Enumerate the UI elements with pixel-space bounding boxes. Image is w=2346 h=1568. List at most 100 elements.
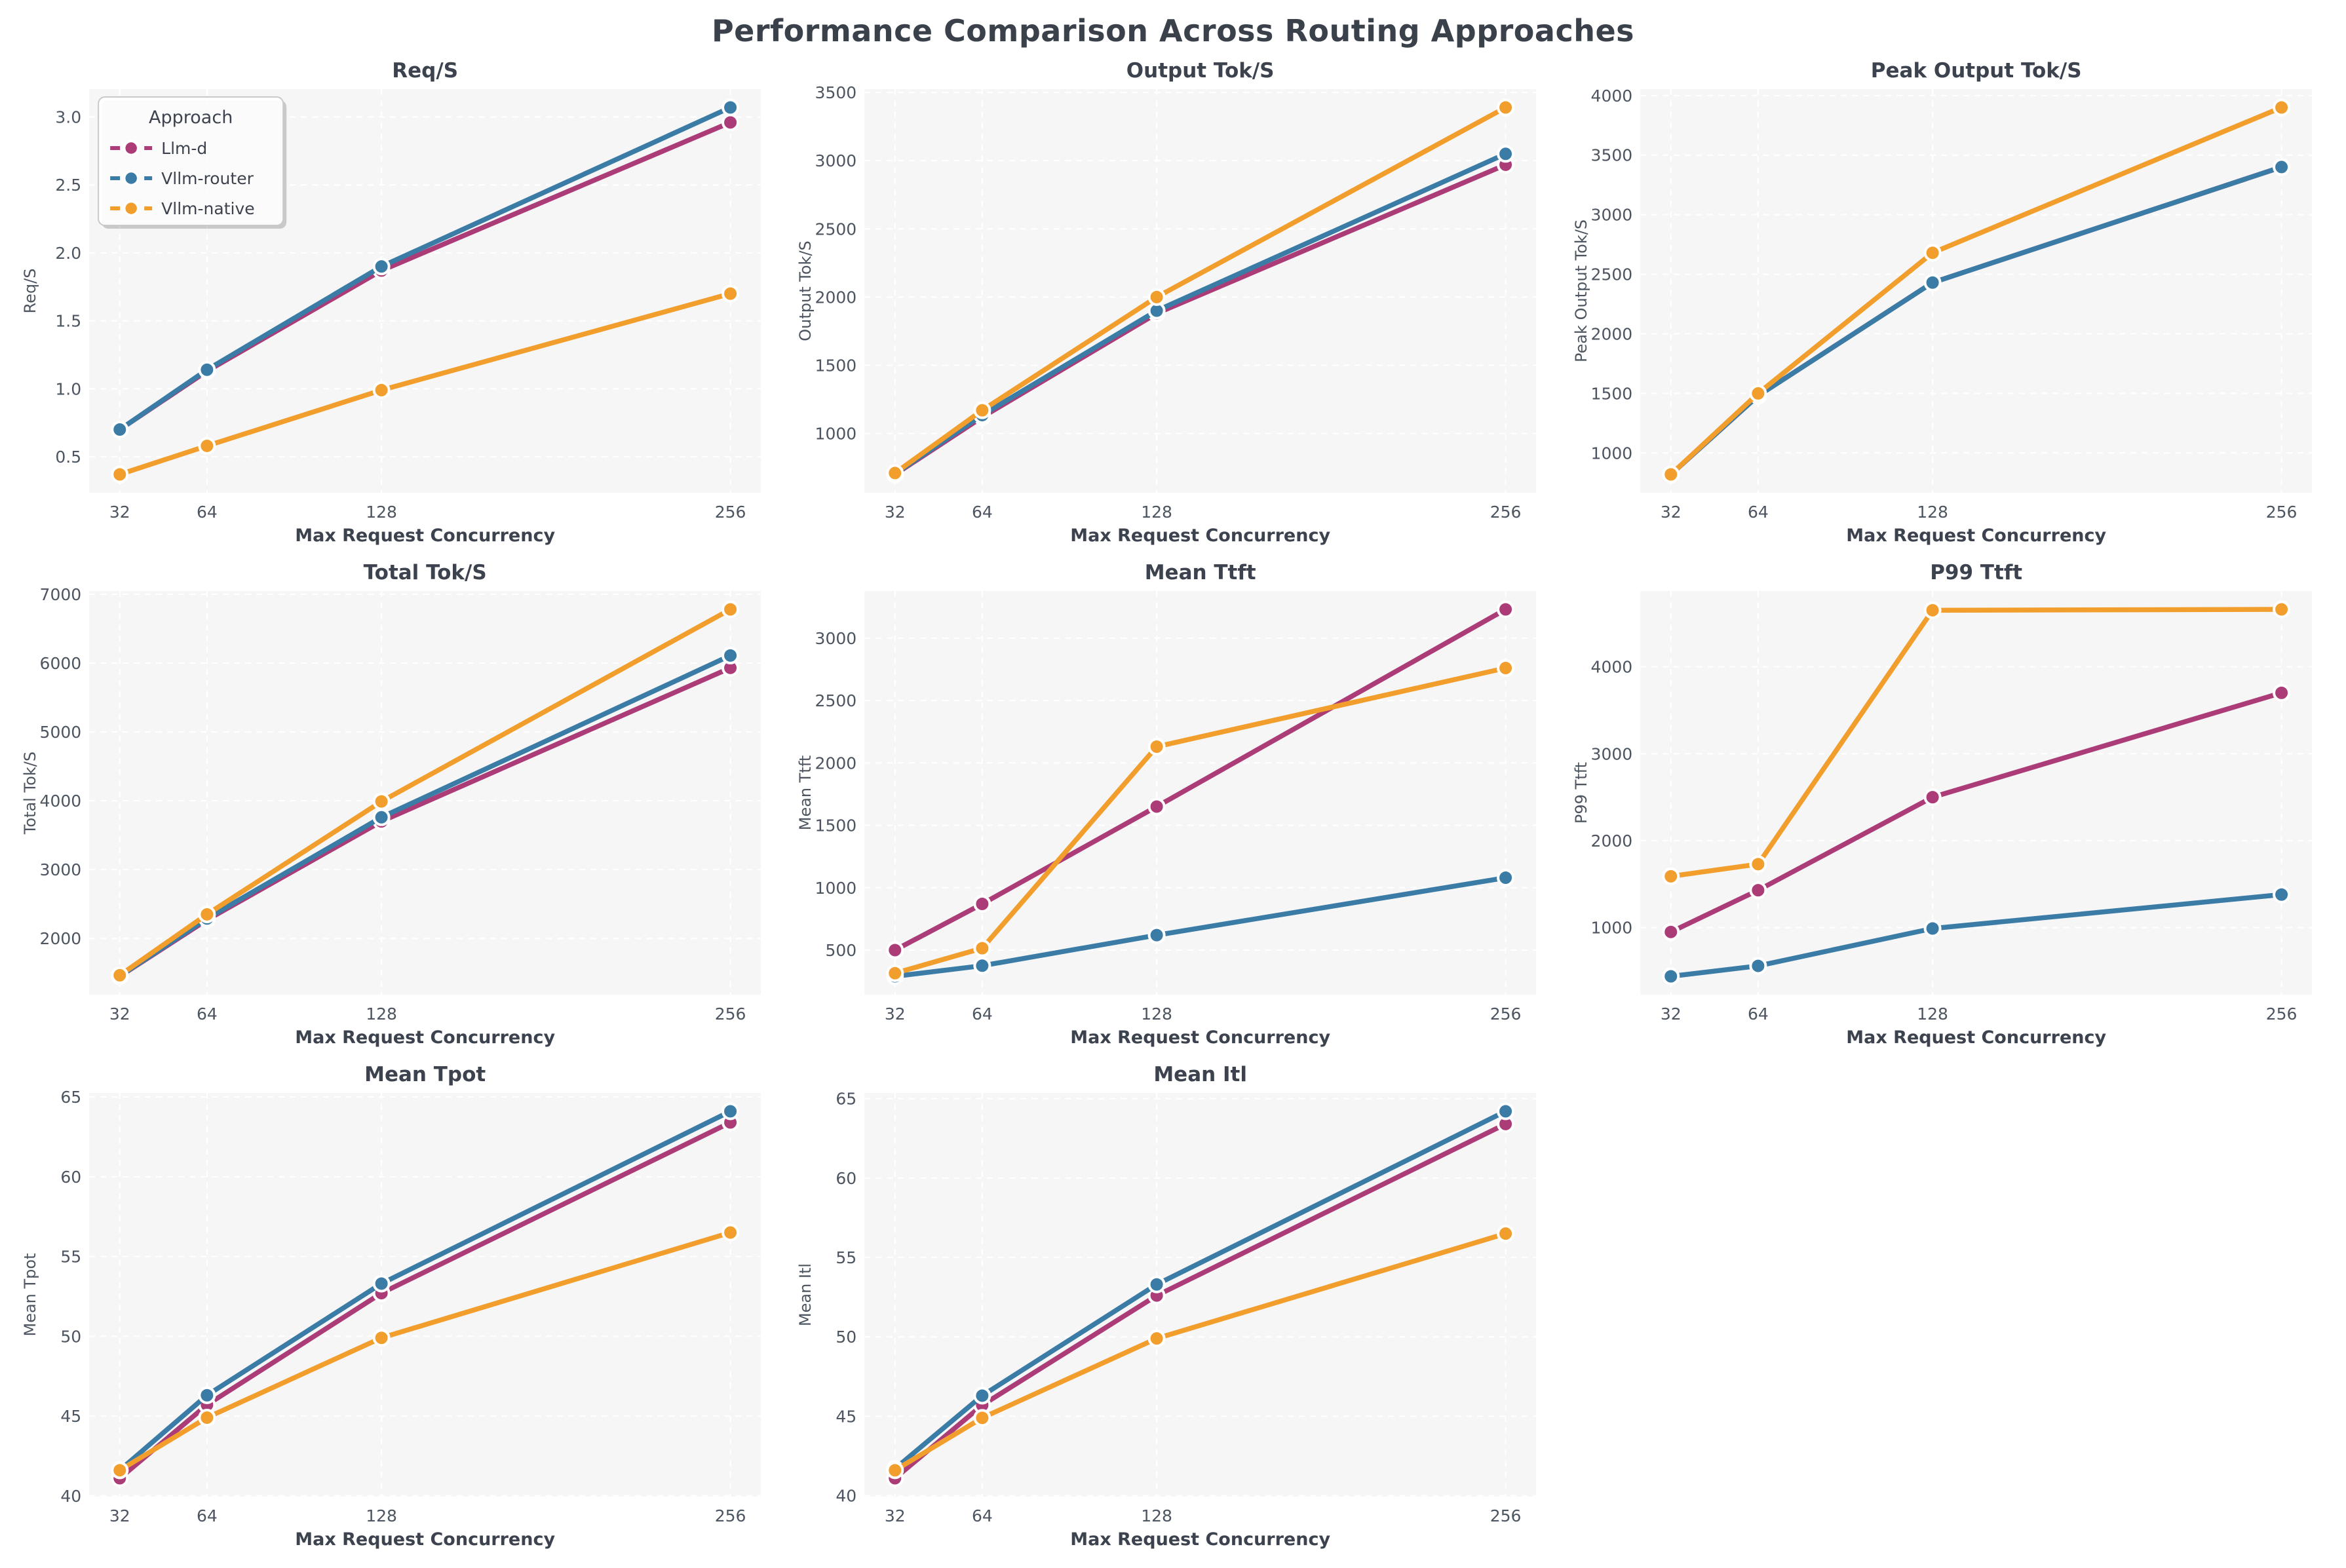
- y-tick-label: 65: [60, 1088, 81, 1107]
- data-point-llm-d: [1923, 788, 1942, 807]
- data-point-vllm-router: [1147, 1275, 1166, 1293]
- data-point-vllm-native: [1749, 384, 1767, 402]
- chart-svg: 32 64 128 256 1000 2000 3000 4000 P99 Ttft Max Re…: [1572, 561, 2312, 1048]
- y-tick-label: 2000: [815, 288, 857, 307]
- y-tick-label: 50: [836, 1328, 857, 1347]
- data-point-llm-d: [1661, 923, 1680, 941]
- x-tick-label: 128: [1142, 1004, 1173, 1023]
- x-tick-label: 128: [1917, 503, 1948, 522]
- data-point-vllm-router: [973, 1386, 991, 1405]
- series-line-vllm-router: [1668, 892, 2284, 979]
- data-point-vllm-router: [721, 1102, 740, 1120]
- data-point-vllm-router: [372, 258, 391, 276]
- chart-output-tok-s: 32 64 128 256 1000 1500 2000 2500 3000 3500 Output…: [788, 55, 1557, 553]
- chart-svg: 32 64 128 256 0.5 1.0 1.5 2.0 2.5 3.0 Req/S Max Req…: [21, 59, 761, 546]
- y-tick-label: 2000: [1590, 832, 1632, 851]
- y-tick-label: 45: [60, 1407, 81, 1426]
- chart-title: Req/S: [392, 59, 458, 83]
- data-point-vllm-native: [372, 381, 391, 399]
- y-tick-label: 3.0: [55, 108, 81, 127]
- y-tick-label: 6000: [40, 654, 82, 673]
- x-tick-label: 32: [885, 503, 906, 522]
- y-tick-label: 3000: [40, 860, 82, 879]
- y-tick-label: 3000: [815, 151, 857, 170]
- y-axis-label: Total Tok/S: [21, 752, 39, 835]
- y-tick-label: 0.5: [55, 448, 81, 467]
- data-point-llm-d: [721, 113, 740, 132]
- x-axis-label: Max Request Concurrency: [295, 526, 555, 546]
- data-point-vllm-native: [1923, 601, 1942, 619]
- data-point-vllm-router: [1923, 273, 1942, 292]
- x-tick-label: 64: [972, 1506, 993, 1525]
- y-tick-label: 2.5: [55, 176, 81, 195]
- data-point-vllm-router: [1147, 926, 1166, 944]
- data-point-vllm-router: [1497, 869, 1515, 887]
- y-tick-label: 60: [836, 1169, 857, 1188]
- x-tick-label: 256: [2265, 503, 2297, 522]
- series-line-vllm-native: [893, 105, 1509, 476]
- y-tick-label: 1500: [815, 356, 857, 375]
- x-tick-label: 128: [1917, 1004, 1948, 1023]
- x-tick-label: 32: [885, 1004, 906, 1023]
- data-point-vllm-native: [111, 1461, 129, 1480]
- x-tick-label: 128: [366, 1004, 397, 1023]
- data-point-vllm-native: [1497, 98, 1515, 117]
- chart-mean-itl: 32 64 128 256 40 45 50 55 60 65 Mean Itl Max Reques…: [788, 1059, 1557, 1557]
- x-tick-label: 128: [1142, 1506, 1173, 1525]
- chart-title: Total Tok/S: [364, 561, 487, 584]
- y-tick-label: 3500: [815, 83, 857, 102]
- data-point-vllm-router: [2272, 158, 2290, 176]
- y-axis-label: Output Tok/S: [796, 240, 815, 341]
- y-tick-label: 4000: [1590, 658, 1632, 677]
- y-tick-label: 7000: [40, 585, 82, 604]
- data-point-vllm-native: [721, 284, 740, 303]
- chart-title: Output Tok/S: [1126, 59, 1275, 83]
- data-point-vllm-native: [721, 1223, 740, 1242]
- series-line-vllm-native: [117, 607, 733, 978]
- y-tick-label: 65: [836, 1090, 857, 1109]
- data-point-vllm-native: [1661, 867, 1680, 885]
- x-tick-label: 128: [366, 1506, 397, 1525]
- chart-total-tok-s: 32 64 128 256 2000 3000 4000 5000 6000 7000 Total …: [13, 557, 782, 1055]
- data-point-vllm-router: [1497, 145, 1515, 163]
- x-tick-label: 64: [197, 503, 218, 522]
- chart-svg: 32 64 128 256 500 1000 1500 2000 2500 3000 Mean Tt…: [796, 561, 1537, 1048]
- y-tick-label: 4000: [40, 792, 82, 811]
- series-line-vllm-router: [893, 875, 1509, 979]
- y-tick-label: 4000: [1590, 86, 1632, 105]
- data-point-vllm-router: [1749, 957, 1767, 975]
- series-line-vllm-router: [117, 105, 733, 432]
- data-point-llm-d: [973, 895, 991, 913]
- chart-title: Mean Itl: [1154, 1063, 1248, 1086]
- data-point-vllm-native: [973, 939, 991, 957]
- y-axis-label: P99 Ttft: [1572, 762, 1590, 824]
- data-point-llm-d: [886, 941, 904, 959]
- data-point-vllm-native: [721, 600, 740, 619]
- chart-req-s: 32 64 128 256 0.5 1.0 1.5 2.0 2.5 3.0 Req/S Max Req…: [13, 55, 782, 553]
- x-tick-label: 64: [1748, 503, 1769, 522]
- series-line-vllm-native: [117, 291, 733, 477]
- data-point-vllm-native: [1147, 1329, 1166, 1348]
- y-tick-label: 2.0: [55, 244, 81, 263]
- chart-title: Mean Ttft: [1145, 561, 1256, 584]
- x-tick-label: 64: [972, 1004, 993, 1023]
- y-tick-label: 3000: [1590, 206, 1632, 225]
- data-point-vllm-router: [721, 646, 740, 664]
- data-point-llm-d: [2272, 683, 2290, 702]
- x-axis-label: Max Request Concurrency: [295, 1027, 555, 1048]
- data-point-llm-d: [1497, 600, 1515, 619]
- data-point-vllm-router: [372, 808, 391, 826]
- x-tick-label: 64: [197, 1004, 218, 1023]
- data-point-vllm-native: [1147, 738, 1166, 756]
- data-point-vllm-native: [372, 792, 391, 811]
- data-point-vllm-native: [2272, 98, 2290, 117]
- plot-area: [1640, 591, 2312, 995]
- chart-mean-ttft: 32 64 128 256 500 1000 1500 2000 2500 3000 Mean Tt…: [788, 557, 1557, 1055]
- y-tick-label: 1.0: [55, 379, 81, 398]
- x-axis-label: Max Request Concurrency: [1071, 526, 1331, 546]
- y-axis-label: Peak Output Tok/S: [1572, 220, 1590, 362]
- chart-mean-tpot: 32 64 128 256 40 45 50 55 60 65 Mean Tpot Max Reque…: [13, 1059, 782, 1557]
- x-tick-label: 256: [715, 1506, 746, 1525]
- y-axis-label: Mean Itl: [796, 1263, 815, 1326]
